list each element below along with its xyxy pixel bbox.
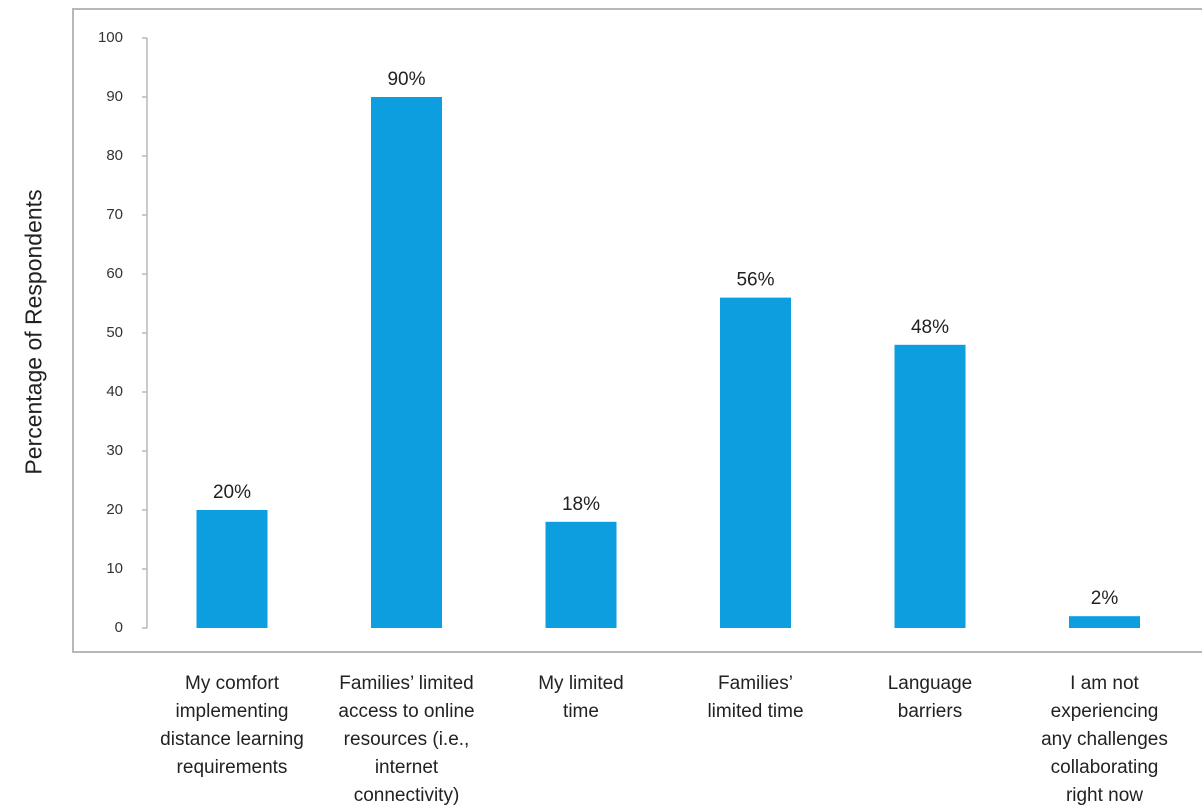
category-label: My limited time [538, 673, 624, 722]
y-tick-label: 10 [106, 560, 123, 577]
data-label: 56% [736, 270, 774, 291]
y-tick-label: 50 [106, 324, 123, 341]
y-tick-label: 90 [106, 88, 123, 105]
bar [371, 97, 442, 628]
bar [196, 510, 268, 628]
y-tick-label: 20 [106, 501, 123, 518]
category-label: Language barriers [887, 673, 973, 722]
data-label: 18% [562, 494, 600, 515]
bar [894, 344, 966, 628]
y-tick-label: 60 [106, 265, 123, 282]
plot-frame [72, 8, 1202, 653]
bar [1069, 616, 1140, 628]
y-tick-label: 0 [115, 619, 123, 636]
bar [720, 297, 791, 628]
category-label: Families’ limited time [707, 673, 804, 722]
category-label: I am not experiencing any challenges col… [1041, 673, 1168, 806]
data-label: 2% [1091, 588, 1119, 609]
category-label: Families’ limited access to online resou… [338, 673, 475, 806]
y-tick-label: 30 [106, 442, 123, 459]
y-tick-label: 40 [106, 383, 123, 400]
y-tick-label: 100 [98, 29, 123, 46]
data-label: 90% [387, 69, 425, 90]
y-tick-label: 80 [106, 147, 123, 164]
data-label: 20% [213, 482, 251, 503]
category-label: My comfort implementing distance learnin… [160, 673, 304, 778]
y-tick-label: 70 [106, 206, 123, 223]
data-label: 48% [911, 317, 949, 338]
bar [545, 521, 617, 628]
